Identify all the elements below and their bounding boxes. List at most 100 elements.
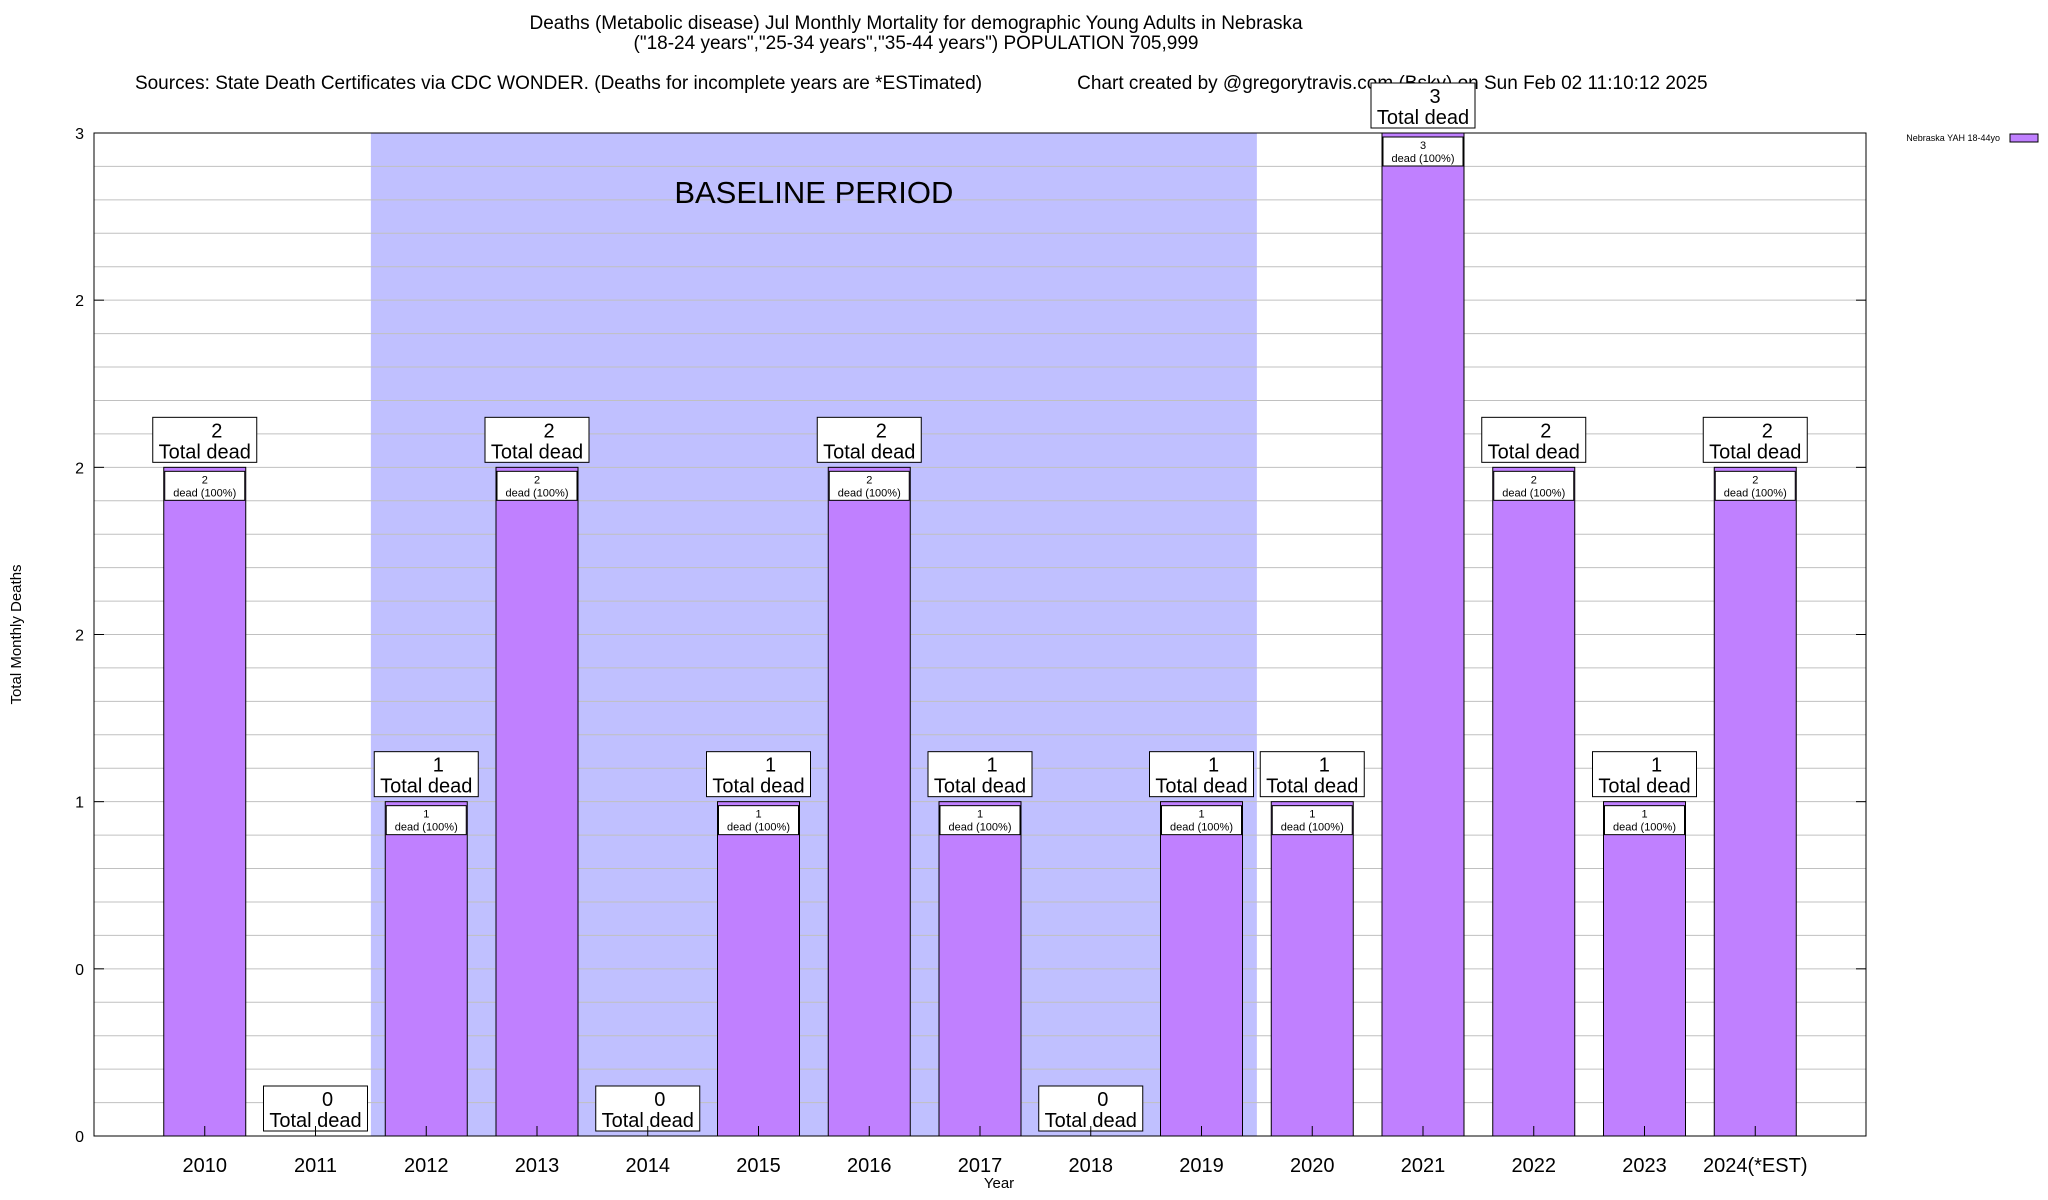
- legend-label: Nebraska YAH 18-44yo: [1906, 133, 2000, 143]
- inner-label-box: [828, 470, 910, 501]
- inner-count-label: 2: [534, 474, 540, 486]
- inner-count-label: 1: [1198, 809, 1204, 821]
- bar: [1713, 466, 1797, 1137]
- inner-count-label: 2: [202, 474, 208, 486]
- inner-label-box: [1161, 805, 1242, 836]
- total-dead-label: Total dead: [1598, 776, 1690, 798]
- inner-label-box: [1493, 470, 1575, 501]
- inner-percent-label: dead (100%): [949, 822, 1012, 834]
- x-axis-label: Year: [984, 1175, 1014, 1192]
- inner-count-label: 3: [1420, 140, 1426, 152]
- total-dead-label: Total dead: [159, 441, 251, 463]
- total-label-box: [263, 1085, 368, 1132]
- baseline-period-label: BASELINE PERIOD: [674, 175, 953, 210]
- y-tick-label: 2: [75, 628, 84, 645]
- inner-label-box: [385, 805, 467, 836]
- total-label-box: [1370, 82, 1476, 129]
- total-label-box: [927, 751, 1033, 798]
- bar: [495, 466, 579, 1137]
- x-tick-label: 2020: [1290, 1155, 1335, 1177]
- inner-count-label: 2: [1531, 474, 1537, 486]
- x-tick-label: 2012: [404, 1155, 449, 1177]
- total-dead-label: Total dead: [1155, 776, 1247, 798]
- inner-percent-label: dead (100%): [173, 487, 236, 499]
- inner-count-label: 1: [755, 809, 761, 821]
- x-tick-label: 2011: [294, 1155, 337, 1177]
- bar: [1492, 466, 1576, 1137]
- x-tick-label: 2016: [847, 1155, 892, 1177]
- total-value-label: 2: [876, 420, 887, 442]
- sources-text: Sources: State Death Certificates via CD…: [134, 73, 983, 94]
- bar: [1381, 132, 1465, 1137]
- x-tick-label: 2023: [1622, 1155, 1667, 1177]
- inner-percent-label: dead (100%): [506, 487, 569, 499]
- inner-percent-label: dead (100%): [1613, 822, 1676, 834]
- total-value-label: 2: [543, 420, 554, 442]
- total-dead-label: Total dead: [1045, 1110, 1137, 1132]
- y-tick-label: 3: [75, 126, 84, 143]
- x-tick-label: 2021: [1401, 1155, 1446, 1177]
- inner-percent-label: dead (100%): [1724, 487, 1787, 499]
- total-value-label: 1: [1651, 755, 1662, 777]
- total-label-box: [1592, 751, 1697, 798]
- total-value-label: 1: [986, 755, 997, 777]
- x-tick-label: 2022: [1512, 1155, 1557, 1177]
- inner-count-label: 2: [866, 474, 872, 486]
- inner-count-label: 1: [423, 809, 429, 821]
- total-dead-label: Total dead: [823, 441, 915, 463]
- bar: [163, 466, 247, 1137]
- inner-count-label: 2: [1752, 474, 1758, 486]
- legend: Nebraska YAH 18-44yo: [1906, 133, 2039, 143]
- inner-label-box: [1271, 805, 1353, 836]
- total-value-label: 2: [1540, 420, 1551, 442]
- inner-percent-label: dead (100%): [1281, 822, 1344, 834]
- inner-percent-label: dead (100%): [727, 822, 790, 834]
- total-dead-label: Total dead: [1266, 776, 1358, 798]
- total-label-box: [816, 416, 922, 463]
- y-axis-label: Total Monthly Deaths: [8, 564, 25, 704]
- total-label-box: [1481, 416, 1587, 463]
- total-value-label: 1: [1319, 755, 1330, 777]
- total-value-label: 0: [654, 1089, 665, 1111]
- x-tick-label: 2018: [1069, 1155, 1114, 1177]
- total-dead-label: Total dead: [1377, 107, 1469, 129]
- bar: [1270, 801, 1354, 1137]
- y-tick-label: 0: [75, 1129, 84, 1146]
- x-tick-label: 2014: [626, 1155, 671, 1177]
- inner-percent-label: dead (100%): [838, 487, 901, 499]
- bar: [938, 801, 1022, 1137]
- total-value-label: 1: [1208, 755, 1219, 777]
- total-label-box: [373, 751, 479, 798]
- chart-subtitle: ("18-24 years","25-34 years","35-44 year…: [633, 33, 1199, 54]
- inner-label-box: [164, 470, 246, 501]
- bar: [827, 466, 911, 1137]
- total-label-box: [595, 1085, 701, 1132]
- bar: [384, 801, 468, 1137]
- total-value-label: 2: [211, 420, 222, 442]
- total-label-box: [1259, 751, 1365, 798]
- total-label-box: [706, 751, 811, 798]
- inner-percent-label: dead (100%): [1502, 487, 1565, 499]
- total-dead-label: Total dead: [380, 776, 472, 798]
- inner-label-box: [1604, 805, 1685, 836]
- inner-count-label: 1: [1309, 809, 1315, 821]
- total-dead-label: Total dead: [934, 776, 1026, 798]
- total-value-label: 3: [1429, 86, 1440, 108]
- total-dead-label: Total dead: [602, 1110, 694, 1132]
- total-value-label: 0: [322, 1089, 333, 1111]
- inner-label-box: [1714, 470, 1796, 501]
- inner-count-label: 1: [977, 809, 983, 821]
- inner-label-box: [496, 470, 578, 501]
- inner-label-box: [718, 805, 799, 836]
- y-tick-label: 2: [75, 293, 84, 310]
- x-tick-label: 2010: [183, 1155, 228, 1177]
- total-dead-label: Total dead: [491, 441, 583, 463]
- total-label-box: [152, 416, 258, 463]
- y-tick-label: 0: [75, 962, 84, 979]
- total-value-label: 2: [1762, 420, 1773, 442]
- total-label-box: [1702, 416, 1808, 463]
- total-dead-label: Total dead: [269, 1110, 361, 1132]
- inner-count-label: 1: [1641, 809, 1647, 821]
